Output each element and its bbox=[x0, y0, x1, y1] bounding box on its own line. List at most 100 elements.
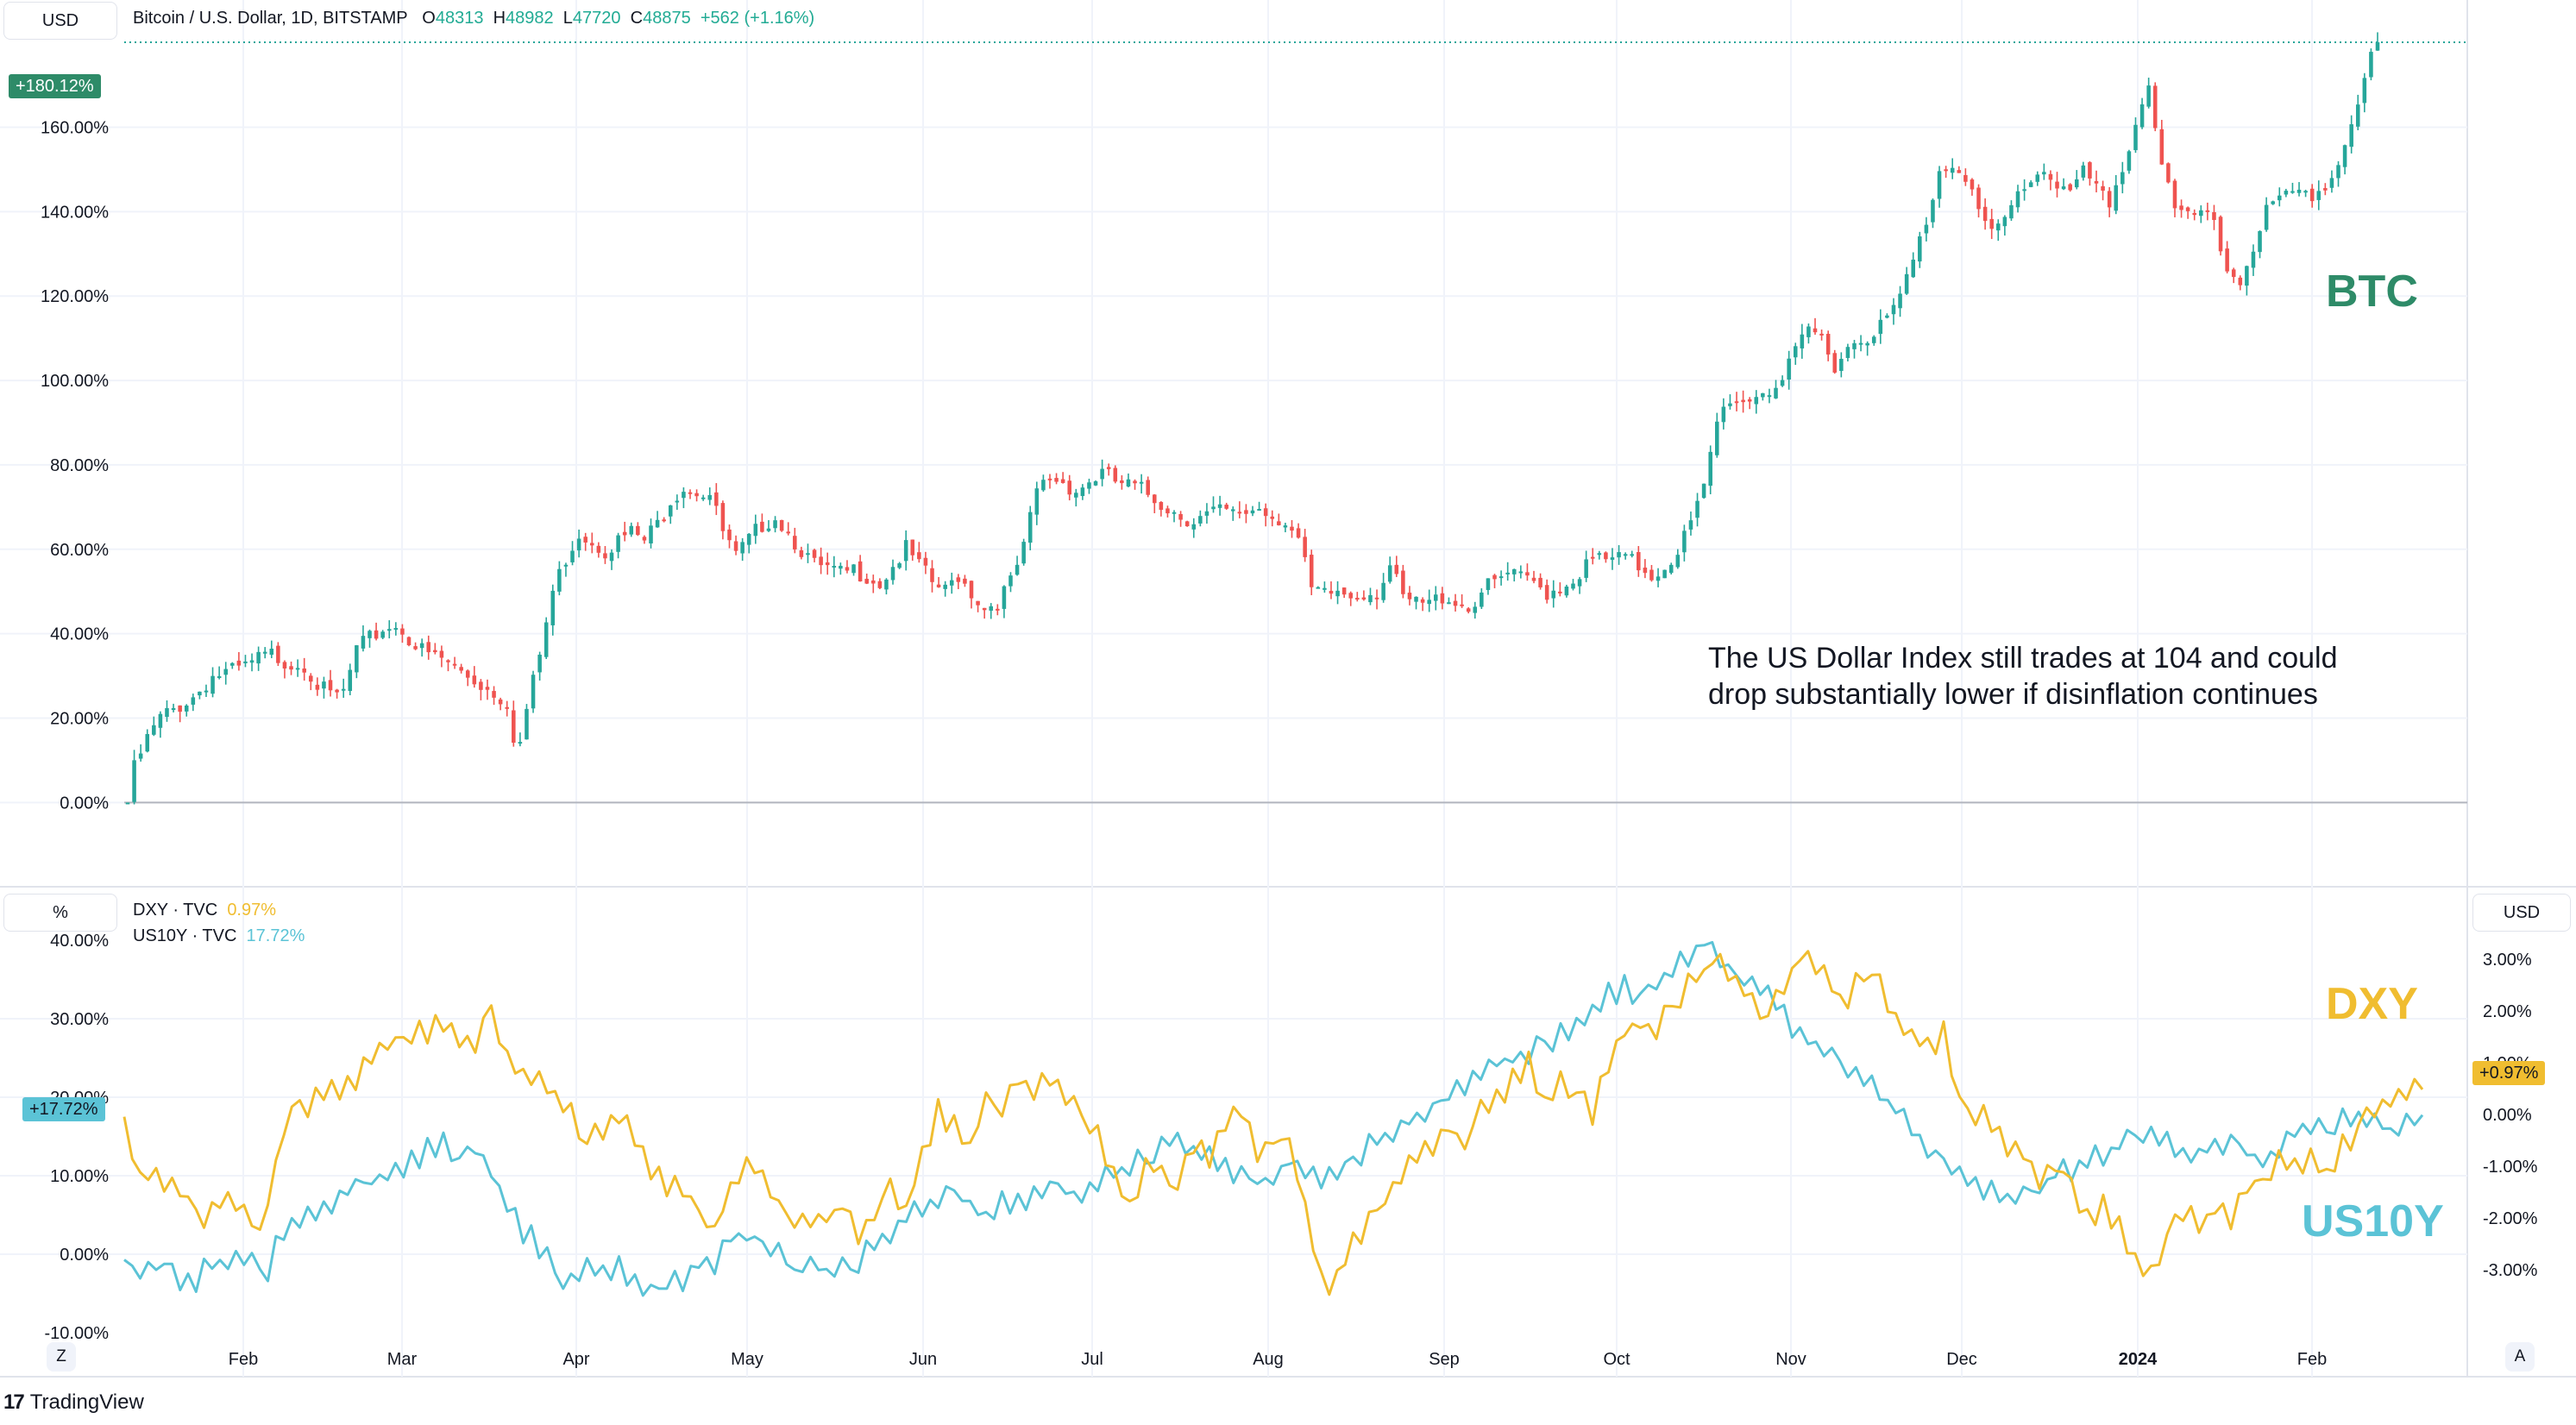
btc-candle-body bbox=[2152, 85, 2158, 129]
lower-left-axis-tick-label: 0.00% bbox=[60, 1246, 109, 1265]
btc-candle-body bbox=[1217, 504, 1222, 508]
btc-candle-body bbox=[2342, 145, 2347, 167]
btc-candle-body bbox=[400, 628, 405, 635]
unit-button-top[interactable]: USD bbox=[3, 2, 117, 40]
btc-candle-body bbox=[1257, 509, 1261, 512]
btc-candle-body bbox=[158, 713, 163, 728]
btc-candle-body bbox=[1597, 553, 1602, 556]
btc-candle-body bbox=[1728, 403, 1732, 406]
btc-candle-body bbox=[2355, 104, 2360, 127]
btc-candle-body bbox=[956, 577, 961, 582]
btc-candle-body bbox=[1047, 478, 1052, 480]
btc-candle-body bbox=[2218, 217, 2223, 252]
btc-candle-body bbox=[1139, 481, 1144, 484]
btc-candle-body bbox=[1184, 521, 1190, 527]
btc-candle-body bbox=[642, 537, 647, 541]
btc-candle-body bbox=[1957, 170, 1962, 173]
unit-button-lower-left[interactable]: % bbox=[3, 894, 117, 932]
btc-candle-body bbox=[2199, 210, 2203, 217]
btc-candle-body bbox=[1721, 406, 1726, 423]
time-axis-label: Feb bbox=[2297, 1350, 2327, 1369]
btc-candle-body bbox=[2238, 277, 2243, 286]
btc-candle-body bbox=[701, 497, 706, 499]
btc-candle-body bbox=[210, 675, 215, 694]
unit-button-lower-right[interactable]: USD bbox=[2472, 894, 2571, 932]
btc-candle-body bbox=[2107, 191, 2112, 208]
btc-candle-body bbox=[505, 706, 509, 709]
btc-candle-body bbox=[1250, 510, 1255, 514]
us10y-last-value-badge: +17.72% bbox=[22, 1097, 105, 1121]
btc-candle-body bbox=[184, 705, 189, 712]
btc-candle-body bbox=[335, 689, 339, 693]
btc-last-price-badge: +180.12% bbox=[9, 74, 101, 98]
btc-candle-body bbox=[2009, 204, 2014, 219]
btc-candle-body bbox=[890, 567, 895, 581]
btc-candle-body bbox=[191, 697, 196, 705]
btc-candle-body bbox=[943, 584, 947, 589]
btc-candle-body bbox=[498, 699, 503, 705]
btc-candle-body bbox=[1414, 596, 1418, 602]
btc-candle-body bbox=[1741, 399, 1745, 403]
btc-candle-body bbox=[249, 660, 254, 663]
btc-candle-body bbox=[1577, 579, 1582, 587]
btc-candle-body bbox=[171, 707, 176, 710]
btc-candle-body bbox=[1178, 513, 1183, 520]
btc-candle-body bbox=[295, 668, 300, 670]
btc-axis-tick-label: 140.00% bbox=[41, 203, 109, 222]
btc-candle-body bbox=[851, 564, 856, 574]
btc-candle-body bbox=[622, 531, 627, 536]
btc-candle-body bbox=[714, 492, 719, 506]
btc-candle-body bbox=[1387, 565, 1392, 582]
lower-right-axis-tick-label: 2.00% bbox=[2483, 1002, 2532, 1021]
btc-candle-body bbox=[1394, 564, 1399, 574]
btc-candle-body bbox=[839, 565, 843, 569]
ohlc-open: 48313 bbox=[435, 9, 484, 28]
btc-candle-body bbox=[1126, 479, 1131, 487]
btc-candle-body bbox=[2212, 211, 2216, 221]
btc-axis-tick-label: 40.00% bbox=[50, 625, 109, 644]
annotation-note: The US Dollar Index still trades at 104 … bbox=[1708, 640, 2338, 712]
btc-candle-body bbox=[1944, 169, 1948, 172]
btc-candle-body bbox=[969, 581, 974, 599]
btc-candle-body bbox=[2185, 207, 2190, 211]
btc-candle-body bbox=[1230, 509, 1235, 512]
btc-candle-body bbox=[525, 708, 529, 740]
btc-candle-body bbox=[322, 681, 326, 689]
btc-candle-body bbox=[1675, 555, 1681, 568]
btc-candle-body bbox=[537, 654, 542, 673]
btc-candle-body bbox=[1590, 556, 1595, 559]
btc-candle-body bbox=[1656, 576, 1661, 581]
btc-candle-body bbox=[1701, 483, 1706, 499]
btc-candle-body bbox=[2127, 151, 2132, 171]
btc-candle-body bbox=[2303, 191, 2308, 193]
btc-candle-body bbox=[2245, 266, 2249, 286]
auto-scale-button[interactable]: A bbox=[2505, 1342, 2535, 1372]
btc-candle-body bbox=[570, 550, 575, 562]
btc-candle-body bbox=[1898, 293, 1902, 309]
lower-left-axis-tick-label: 40.00% bbox=[50, 932, 109, 951]
btc-candle-body bbox=[897, 563, 902, 568]
btc-candle-body bbox=[2290, 191, 2295, 193]
btc-candle-body bbox=[1937, 171, 1942, 199]
btc-candle-body bbox=[1021, 542, 1026, 564]
btc-candle-body bbox=[2146, 85, 2151, 107]
time-axis-label: Mar bbox=[387, 1350, 418, 1369]
btc-candle-body bbox=[262, 651, 267, 654]
btc-axis-tick-label: 100.00% bbox=[41, 372, 109, 391]
btc-candle-body bbox=[576, 538, 581, 551]
tradingview-logo[interactable]: 17 TradingView bbox=[3, 1390, 144, 1415]
btc-candle-body bbox=[1963, 174, 1968, 182]
btc-candle-body bbox=[1172, 512, 1177, 514]
btc-candle-body bbox=[740, 542, 745, 554]
btc-candle-body bbox=[1316, 587, 1321, 589]
btc-candle-body bbox=[2048, 173, 2053, 180]
btc-candle-body bbox=[1224, 505, 1228, 509]
btc-candle-body bbox=[1623, 554, 1628, 556]
btc-candle-body bbox=[799, 549, 804, 557]
btc-candle-body bbox=[668, 505, 673, 517]
btc-candle-body bbox=[492, 691, 496, 698]
btc-candle-body bbox=[2139, 104, 2145, 128]
btc-candle-body bbox=[543, 622, 549, 657]
btc-candle-body bbox=[1558, 591, 1562, 593]
zoom-reset-button[interactable]: Z bbox=[47, 1342, 76, 1372]
